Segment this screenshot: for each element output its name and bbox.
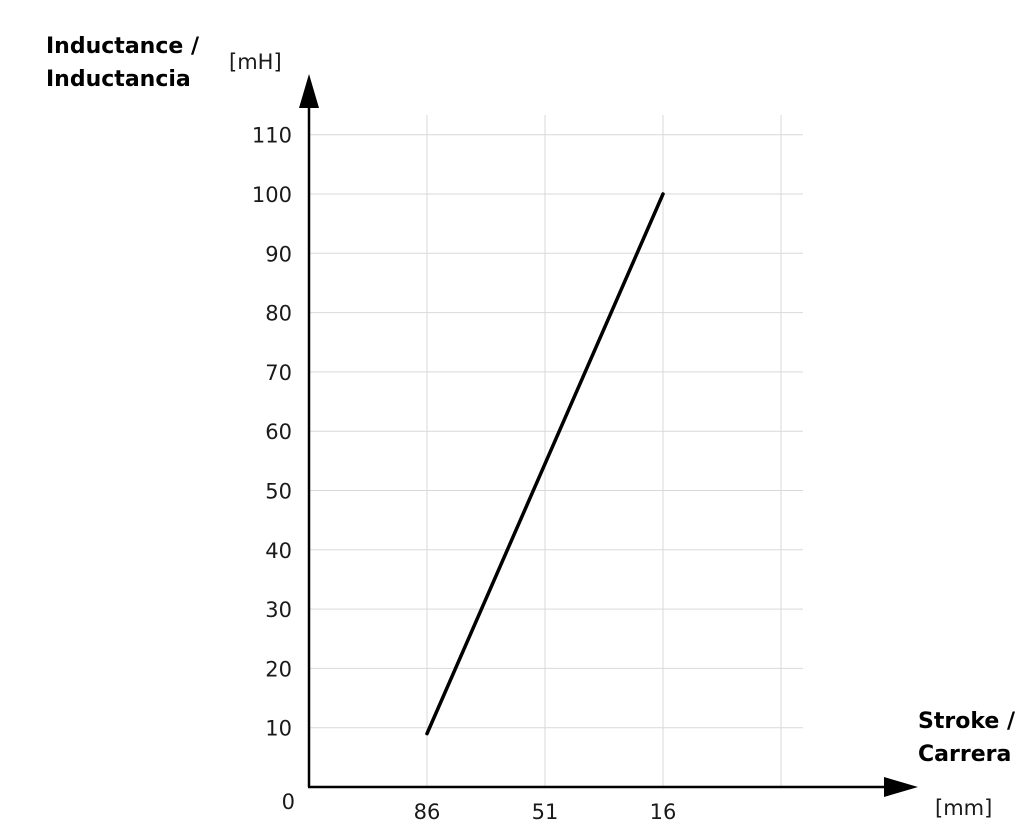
y-axis-arrow — [299, 74, 319, 108]
y-tick-label: 30 — [265, 598, 292, 622]
y-tick-label: 20 — [265, 657, 292, 681]
grid-lines — [309, 115, 803, 787]
x-tick-label: 86 — [414, 800, 441, 824]
x-axis-title-line-1: Stroke / — [918, 709, 1016, 734]
x-tick-labels: 86 51 16 — [414, 800, 677, 824]
series-lines — [425, 192, 665, 736]
y-tick-label: 60 — [265, 420, 292, 444]
y-tick-label: 110 — [252, 124, 292, 148]
y-tick-labels: 10 20 30 40 50 60 70 80 90 100 110 — [252, 124, 292, 741]
origin-label: 0 — [282, 790, 295, 814]
y-axis-title-line-2: Inductancia — [46, 67, 191, 92]
x-tick-label: 16 — [650, 800, 677, 824]
axes — [299, 74, 918, 797]
y-axis-unit: [mH] — [229, 50, 282, 74]
x-axis-unit: [mm] — [935, 796, 992, 820]
y-tick-label: 10 — [265, 717, 292, 741]
y-tick-label: 50 — [265, 480, 292, 504]
y-tick-label: 100 — [252, 183, 292, 207]
y-axis-title-line-1: Inductance / — [46, 34, 200, 59]
y-tick-label: 80 — [265, 302, 292, 326]
y-tick-label: 40 — [265, 539, 292, 563]
y-tick-label: 70 — [265, 361, 292, 385]
x-axis-title-line-2: Carrera — [918, 742, 1011, 767]
y-tick-label: 90 — [265, 242, 292, 266]
x-axis-arrow — [884, 777, 918, 797]
x-tick-label: 51 — [532, 800, 559, 824]
series-line — [425, 192, 665, 736]
